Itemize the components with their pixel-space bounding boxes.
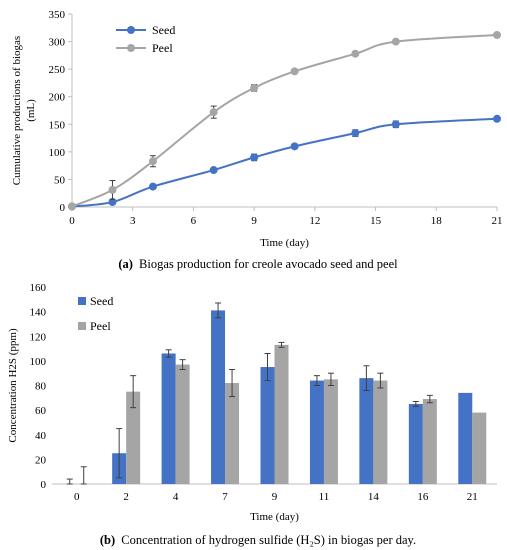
x-tick-label: 6 (191, 215, 197, 227)
data-point-peel (108, 185, 117, 194)
y-tick-label: 100 (30, 356, 47, 368)
x-tick-label: 21 (492, 215, 503, 227)
caption-a-text: Biogas production for creole avocado see… (139, 257, 398, 271)
y-tick-label: 60 (35, 405, 47, 417)
legend-swatch-peel (78, 322, 86, 330)
legend-label-peel: Peel (152, 41, 173, 55)
legend-label-seed: Seed (90, 294, 113, 308)
data-point-peel (68, 202, 76, 211)
bar-peel (373, 380, 388, 484)
data-point-seed (391, 120, 400, 129)
y-tick-label: 0 (41, 479, 47, 491)
x-tick-label: 2 (123, 491, 129, 503)
x-tick-label: 9 (272, 491, 278, 503)
y-tick-label: 120 (30, 331, 47, 343)
bar-seed (211, 310, 226, 484)
caption-a: (a) Biogas production for creole avocado… (118, 257, 398, 271)
x-axis-label: Time (day) (260, 237, 309, 249)
y-tick-label: 350 (49, 9, 66, 21)
y-tick-label: 200 (49, 92, 66, 104)
data-point-peel (148, 157, 157, 166)
x-tick-label: 0 (69, 215, 75, 227)
x-tick-label: 11 (319, 491, 330, 503)
data-point-seed (209, 166, 218, 175)
y-tick-label: 20 (35, 454, 47, 466)
legend-marker-peel (127, 44, 135, 52)
y-axis-label: Concentration H2S (ppm) (7, 328, 19, 443)
data-point-peel (290, 67, 299, 76)
x-tick-label: 3 (130, 215, 136, 227)
y-axis-label: Cumulative productions of biogas (mL) (11, 36, 37, 185)
x-tick-label: 15 (370, 215, 382, 227)
data-point-seed (250, 153, 259, 162)
bar-seed (161, 353, 176, 484)
x-tick-label: 12 (309, 215, 320, 227)
chart-b: 0 20 40 60 80 100 120 140 160 0 2 4 7 9 11 14 16 21 Time (… (7, 282, 497, 523)
legend-marker-seed (127, 26, 135, 34)
bar-peel (472, 412, 487, 484)
y-tick-label: 140 (30, 307, 47, 319)
bar-seed (309, 380, 324, 484)
caption-b-text: Concentration of hydrogen sulfide (H₂S) … (121, 533, 416, 547)
bar-peel (225, 383, 240, 484)
x-axis-label: Time (day) (250, 511, 299, 523)
legend-swatch-seed (78, 297, 86, 305)
data-point-peel (209, 108, 218, 117)
y-tick-label: 0 (60, 202, 66, 214)
y-tick-label: 40 (35, 430, 47, 442)
bar-seed (260, 367, 275, 484)
data-point-peel (391, 37, 400, 46)
bar-peel (126, 391, 141, 484)
bar-seed (359, 378, 374, 484)
data-point-peel (351, 49, 360, 58)
x-tick-label: 9 (251, 215, 257, 227)
data-point-seed (351, 129, 360, 138)
y-tick-label: 100 (49, 147, 66, 159)
data-point-peel (493, 30, 501, 39)
chart-a: 0 50 100 150 200 250 300 350 0 3 6 9 12 15 18 21 Time (d… (11, 9, 503, 249)
bar-peel (323, 379, 338, 484)
y-tick-label: 160 (30, 282, 47, 294)
x-tick-label: 7 (222, 491, 228, 503)
x-tick-label: 16 (417, 491, 429, 503)
x-tick-label: 0 (74, 491, 80, 503)
bar-peel (422, 399, 437, 484)
x-tick-label: 18 (431, 215, 443, 227)
data-point-seed (148, 182, 157, 191)
y-tick-label: 300 (49, 37, 66, 49)
series-line-peel (71, 33, 498, 208)
caption-a-prefix: (a) (118, 257, 133, 271)
bar-seed (408, 403, 423, 484)
series-line-seed (71, 117, 498, 208)
legend-label-seed: Seed (152, 23, 175, 37)
y-axis-label-unit: (mL) (25, 99, 37, 122)
y-tick-label: 250 (49, 64, 66, 76)
y-tick-label: 150 (49, 119, 66, 131)
y-axis-label-line: Cumulative productions of biogas (11, 36, 23, 185)
y-tick-label: 50 (54, 174, 66, 186)
data-point-seed (290, 142, 299, 151)
y-tick-label: 80 (35, 381, 47, 393)
bar-seed (458, 392, 473, 484)
x-tick-label: 21 (467, 491, 478, 503)
x-tick-label: 14 (368, 491, 380, 503)
bar-peel (175, 364, 190, 484)
caption-b: (b) Concentration of hydrogen sulfide (H… (100, 533, 416, 547)
data-point-peel (250, 83, 259, 92)
legend-label-peel: Peel (90, 319, 111, 333)
data-point-seed (493, 114, 501, 123)
x-tick-label: 4 (173, 491, 179, 503)
data-point-seed (108, 198, 117, 207)
bar-peel (274, 344, 289, 484)
caption-b-prefix: (b) (100, 533, 115, 547)
